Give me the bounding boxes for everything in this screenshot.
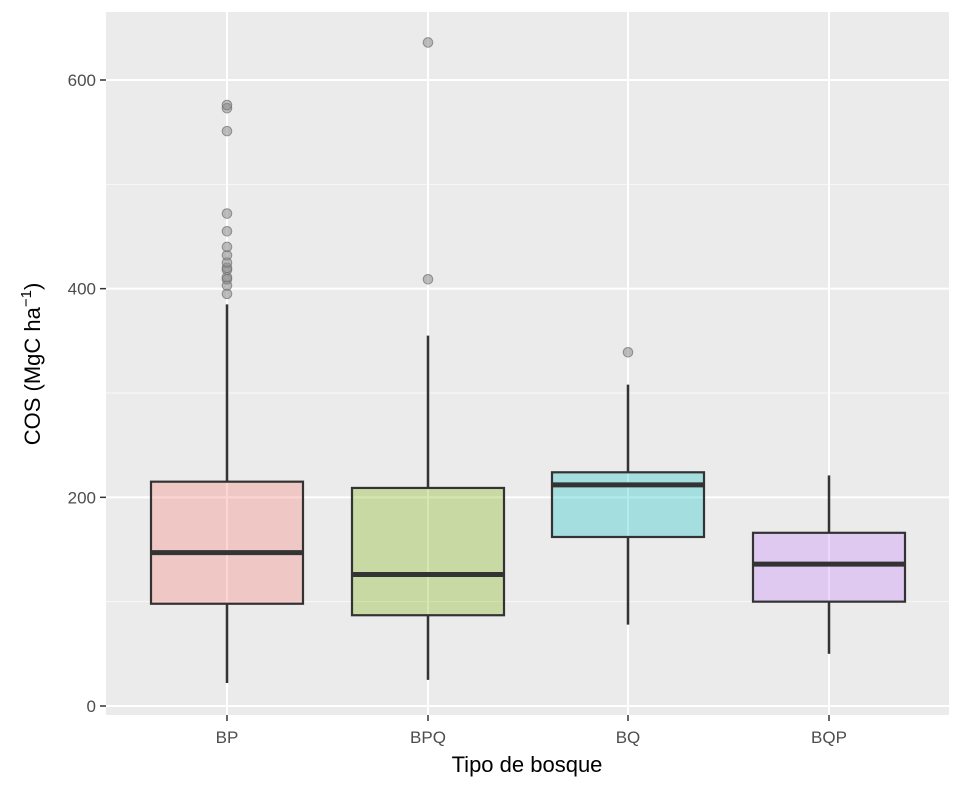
outlier-point xyxy=(221,125,233,137)
box-BP xyxy=(149,99,305,684)
box-BPQ xyxy=(350,37,506,680)
outlier-point xyxy=(422,273,434,285)
boxes xyxy=(149,37,907,684)
y-tick-label: 200 xyxy=(68,488,96,507)
y-axis: 0 200 400 600 xyxy=(68,71,106,716)
x-axis: BP BPQ BQ BQP xyxy=(216,715,847,747)
outlier-point xyxy=(221,241,233,253)
y-tick-label: 400 xyxy=(68,280,96,299)
x-tick-label: BP xyxy=(216,728,239,747)
x-axis-title: Tipo de bosque xyxy=(452,752,603,777)
y-axis-title: COS (MgC ha−1) xyxy=(18,283,45,446)
outlier-point xyxy=(221,99,233,111)
box-iqr xyxy=(350,486,506,617)
outlier-point xyxy=(221,208,233,219)
y-axis-title-prefix: COS (MgC ha xyxy=(20,306,45,445)
x-tick-label: BQP xyxy=(811,728,847,747)
plot-panel xyxy=(106,12,949,715)
outlier-point xyxy=(422,37,434,48)
box-BQP xyxy=(751,475,907,654)
y-tick-label: 600 xyxy=(68,71,96,90)
box-iqr xyxy=(550,471,706,539)
y-axis-title-suffix: ) xyxy=(20,283,45,290)
box-iqr xyxy=(751,531,907,603)
y-tick-label: 0 xyxy=(87,697,96,716)
y-axis-title-superscript: −1 xyxy=(18,290,35,307)
outlier-point xyxy=(221,225,233,237)
x-tick-label: BQ xyxy=(616,728,641,747)
box-iqr xyxy=(149,480,305,605)
x-tick-label: BPQ xyxy=(410,728,446,747)
outlier-point xyxy=(622,347,634,358)
box-BQ xyxy=(550,347,706,625)
